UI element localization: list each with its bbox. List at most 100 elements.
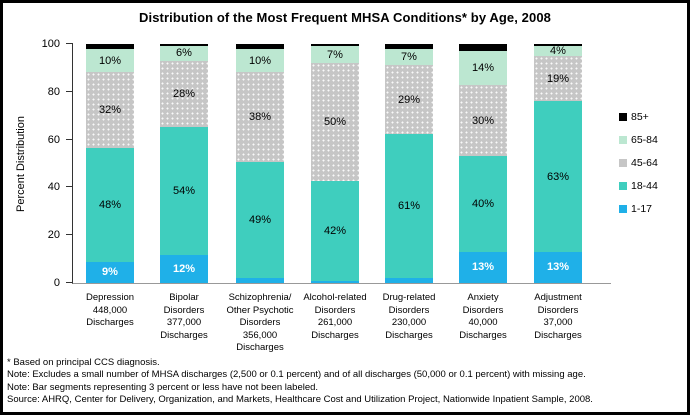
bar-segment-18-44-cat4: 61%	[385, 133, 433, 279]
bar-value-label: 49%	[248, 214, 272, 227]
x-axis-label-1: Bipolar Disorders 377,000 Discharges	[138, 292, 230, 342]
bar-value-label: 12%	[172, 262, 196, 275]
x-axis-label-line: 377,000	[166, 317, 202, 328]
x-axis-label-line: Anxiety	[467, 292, 499, 303]
bar-segment-85+-cat6	[534, 44, 582, 47]
legend-item-45-64: 45-64	[619, 157, 658, 169]
bar-segment-1-17-cat1: 12%	[160, 254, 208, 283]
bar-segment-1-17-cat0: 9%	[86, 261, 134, 283]
y-tick-mark	[66, 282, 73, 283]
bar-value-label: 14%	[471, 61, 495, 74]
x-axis-label-line: Discharges	[385, 329, 433, 341]
footnote-note-2: Note: Bar segments representing 3 percen…	[7, 381, 319, 393]
bar-value-label: 38%	[248, 111, 272, 124]
bar-segment-1-17-cat5: 13%	[459, 251, 507, 283]
x-axis-label-6: Adjustment Disorders 37,000 Discharges	[512, 292, 604, 342]
bar-segment-1-17-cat6: 13%	[534, 251, 582, 283]
x-axis-label-3: Alcohol-related Disorders 261,000 Discharge…	[289, 292, 381, 342]
x-axis-label-line: Disorders	[163, 304, 205, 316]
bar-value-label: 29%	[397, 93, 421, 106]
x-axis-label-line: Discharges	[236, 342, 284, 353]
x-axis-label-line: Discharges	[86, 317, 134, 328]
bar-segment-45-64-cat3: 50%	[311, 62, 359, 182]
footnotes: * Based on principal CCS diagnosis. Note…	[7, 357, 685, 407]
legend-label: 85+	[631, 111, 649, 123]
bar-value-label: 10%	[248, 54, 272, 67]
bar-value-label: 63%	[546, 170, 570, 183]
bar-segment-18-44-cat0: 48%	[86, 148, 134, 262]
x-axis-label-line: Bipolar	[169, 292, 199, 303]
bar-value-label: 28%	[172, 87, 196, 100]
x-axis-label-line: Disorders	[462, 304, 504, 316]
x-axis-label-line: 40,000	[468, 317, 498, 328]
x-axis-label-line: Discharges	[459, 329, 507, 341]
y-tick-label: 40	[47, 181, 60, 194]
bar-segment-65-84-cat2: 10%	[236, 48, 284, 73]
legend-item-1-17: 1-17	[619, 203, 658, 215]
bar-segment-1-17-cat4	[385, 278, 433, 283]
legend-swatch	[619, 113, 627, 121]
x-axis-label-line: Alcohol-related	[303, 292, 367, 303]
legend-item-65-84: 65-84	[619, 134, 658, 146]
bar-value-label: 19%	[546, 72, 570, 85]
bar-segment-45-64-cat2: 38%	[236, 72, 284, 163]
bar-segment-45-64-cat6: 19%	[534, 55, 582, 102]
x-axis-label-line: 261,000	[317, 317, 353, 328]
bar-segment-85+-cat1	[160, 44, 208, 47]
bar-segment-65-84-cat0: 10%	[86, 48, 134, 73]
x-axis-label-line: Disorders	[537, 304, 579, 316]
bar-segment-85+-cat3	[311, 44, 359, 47]
bar-value-label: 42%	[323, 224, 347, 237]
y-tick-mark	[66, 138, 73, 140]
x-axis-label-line: Drug-related	[382, 292, 436, 303]
bar-segment-65-84-cat1: 6%	[160, 46, 208, 61]
bar-segment-18-44-cat3: 42%	[311, 181, 359, 281]
bar-value-label: 48%	[98, 198, 122, 211]
x-axis-label-line: 37,000	[543, 317, 573, 328]
bar-value-label: 6%	[176, 47, 192, 60]
bar-value-label: 50%	[323, 116, 347, 129]
y-tick-mark	[66, 234, 73, 236]
y-tick-label: 20	[47, 229, 60, 242]
bar-segment-45-64-cat4: 29%	[385, 65, 433, 134]
footnote-note-1: Note: Excludes a small number of MHSA di…	[7, 369, 586, 381]
legend-swatch	[619, 205, 627, 213]
bar-value-label: 10%	[98, 54, 122, 67]
bar-value-label: 7%	[401, 51, 417, 64]
y-axis: 0 20 40 60 80 100	[3, 38, 73, 289]
bar-value-label: 30%	[471, 114, 495, 127]
footnote-asterisk: * Based on principal CCS diagnosis.	[7, 357, 160, 368]
bar-segment-85+-cat5	[459, 44, 507, 52]
x-axis-label-line: 356,000	[242, 329, 278, 341]
chart-title: Distribution of the Most Frequent MHSA C…	[139, 10, 551, 25]
legend-label: 65-84	[631, 134, 658, 146]
legend-swatch	[619, 182, 627, 190]
x-axis-label-line: 230,000	[391, 317, 427, 328]
bar-value-label: 4%	[550, 45, 566, 58]
x-axis-label-4: Drug-related Disorders 230,000 Discharges	[363, 292, 455, 342]
x-axis-label-5: Anxiety Disorders 40,000 Discharges	[437, 292, 529, 342]
x-axis-label-line: Disorders	[388, 304, 430, 316]
legend-swatch	[619, 159, 627, 167]
legend: 85+ 65-84 45-64 18-44 1-17	[619, 111, 658, 226]
x-axis-label-line: Other Psychotic	[226, 304, 294, 316]
x-axis-label-line: Depression	[85, 292, 135, 303]
bar-segment-45-64-cat0: 32%	[86, 72, 134, 149]
x-axis-labels: Depression 448,000 Discharges Bipolar Disord…	[73, 292, 611, 358]
bar-value-label: 7%	[327, 48, 343, 61]
bar-segment-65-84-cat3: 7%	[311, 46, 359, 63]
x-axis-label-line: Disorders	[314, 304, 356, 316]
x-axis-label-line: Discharges	[160, 329, 208, 341]
bar-value-label: 40%	[471, 198, 495, 211]
legend-item-18-44: 18-44	[619, 180, 658, 192]
footnote-source: Source: AHRQ, Center for Delivery, Organ…	[7, 394, 593, 406]
bar-segment-1-17-cat2	[236, 278, 284, 283]
legend-swatch	[619, 136, 627, 144]
y-tick-label: 80	[47, 85, 60, 98]
y-tick-mark	[66, 43, 73, 44]
bar-segment-18-44-cat1: 54%	[160, 126, 208, 255]
bar-segment-18-44-cat6: 63%	[534, 101, 582, 252]
x-axis-label-line: 448,000	[92, 304, 128, 316]
bar-segment-45-64-cat5: 30%	[459, 84, 507, 157]
bar-segment-65-84-cat4: 7%	[385, 48, 433, 66]
